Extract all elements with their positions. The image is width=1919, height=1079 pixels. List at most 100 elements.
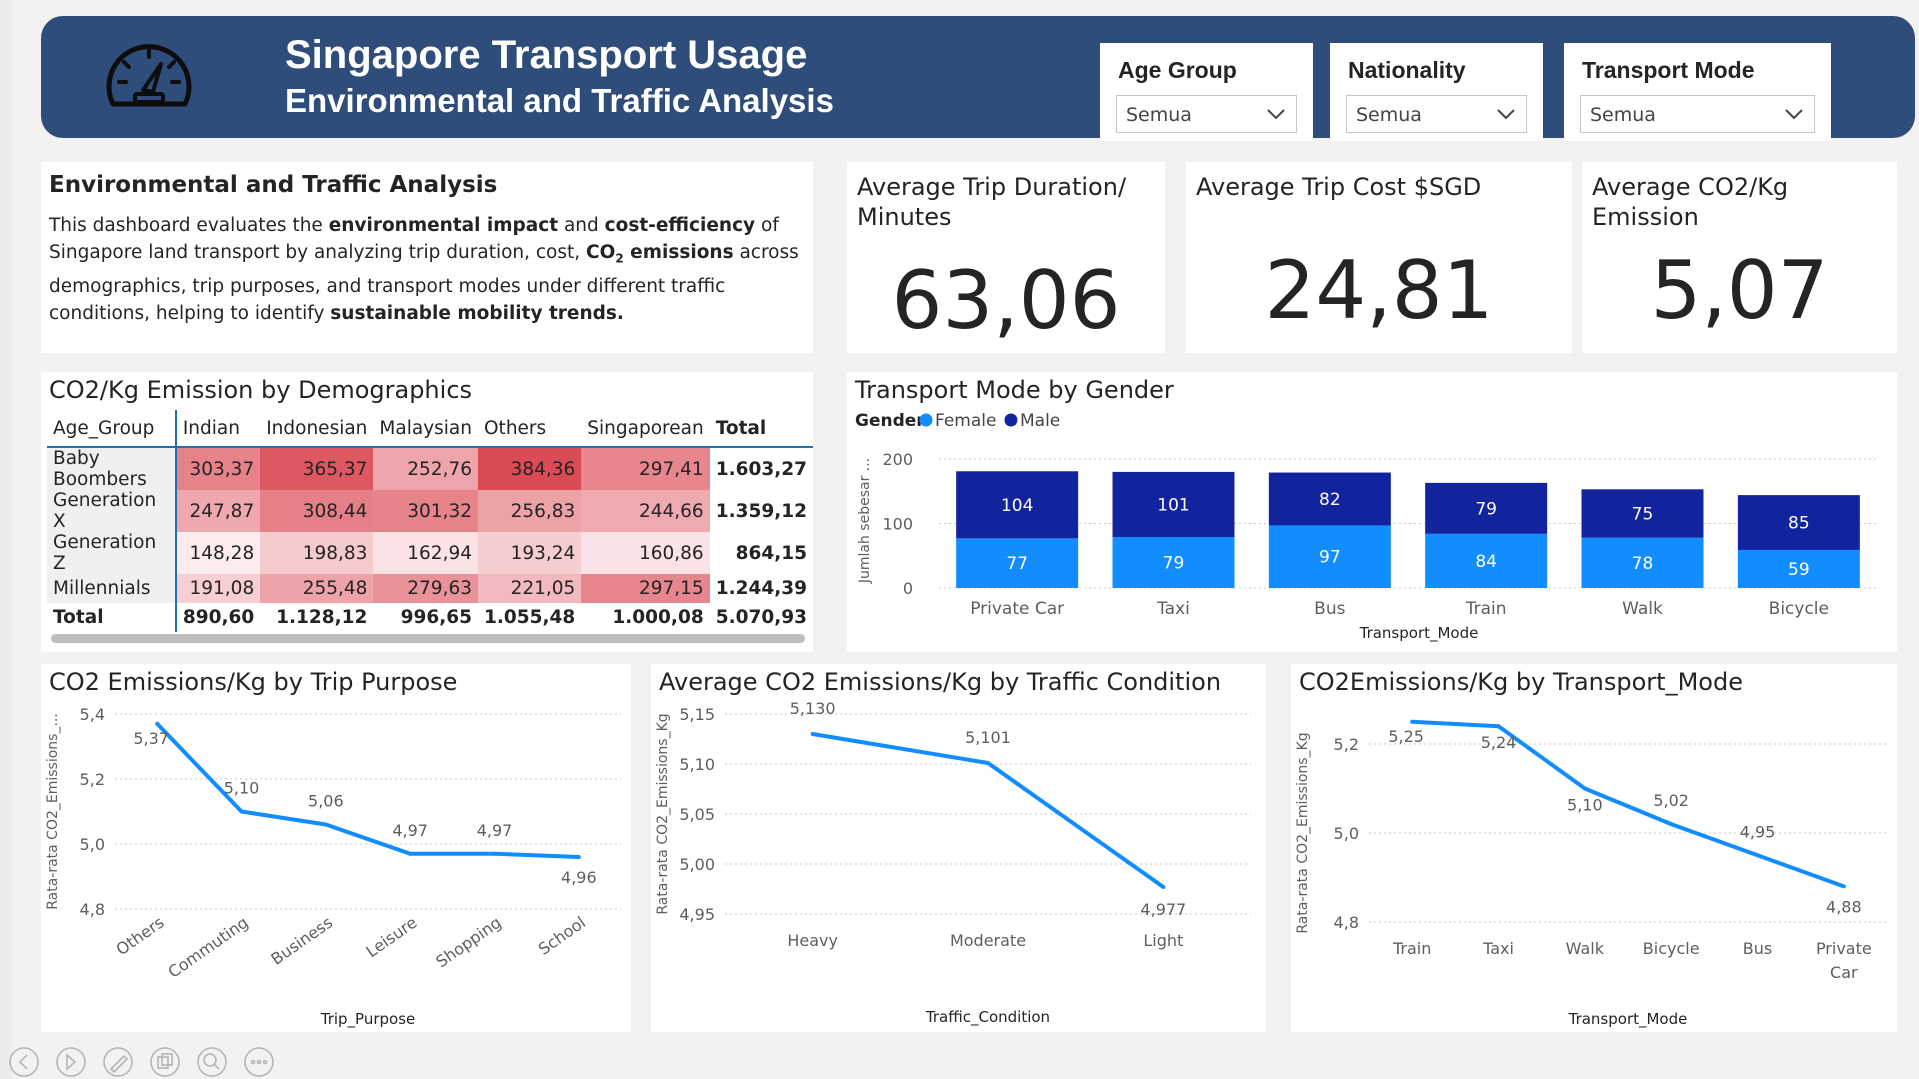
column-total-cell: 1.128,12	[260, 603, 374, 632]
slicer-age-group[interactable]: Age Group Semua	[1100, 43, 1313, 141]
matrix-card: CO2/Kg Emission by Demographics Age_Grou…	[41, 372, 813, 652]
data-label: 4,97	[477, 821, 513, 840]
y-tick-label: 5,15	[679, 705, 715, 724]
column-total-cell: 996,65	[373, 603, 478, 632]
y-axis-label: Rata-rata CO2_Emissions_...	[45, 713, 61, 910]
matrix-cell: 160,86	[581, 532, 710, 574]
x-axis-label: Traffic_Condition	[925, 1008, 1050, 1027]
x-tick-label: Private Car	[970, 599, 1064, 619]
y-tick-label: 4,8	[1334, 913, 1359, 932]
slicer-label: Age Group	[1118, 57, 1237, 83]
back-icon[interactable]	[9, 1047, 39, 1077]
matrix-cell: 148,28	[175, 532, 261, 574]
data-label: 75	[1632, 505, 1654, 525]
legend-marker	[919, 413, 933, 427]
data-label: 78	[1632, 554, 1654, 574]
nationality-dropdown[interactable]: Semua	[1346, 95, 1527, 133]
x-tick-label: Taxi	[1482, 939, 1514, 958]
y-axis-label: Rata-rata CO2_Emissions_Kg	[1295, 732, 1311, 933]
horizontal-scrollbar[interactable]	[51, 634, 805, 643]
age-group-dropdown[interactable]: Semua	[1116, 95, 1297, 133]
transport-mode-chart-card: CO2Emissions/Kg by Transport_Mode 4,8 5,0…	[1291, 664, 1897, 1032]
play-icon[interactable]	[56, 1047, 86, 1077]
matrix-header-row: Age_Group Indian Indonesian Malaysian Ot…	[47, 410, 813, 448]
row-total-cell: 1.359,12	[715, 500, 807, 522]
data-label: 77	[1006, 554, 1028, 574]
y-tick-label: 4,95	[679, 905, 715, 924]
description-card: Environmental and Traffic Analysis This …	[41, 162, 813, 353]
data-label: 5,10	[224, 779, 260, 798]
matrix-cell: 301,32	[373, 490, 478, 532]
data-point	[1582, 786, 1587, 791]
y-tick-label: 5,0	[1334, 824, 1359, 843]
row-total-cell: 1.244,39	[715, 578, 807, 599]
y-tick-label: 5,00	[679, 855, 715, 874]
data-label: 97	[1319, 548, 1341, 568]
matrix-cell: 247,87	[175, 490, 261, 532]
column-header[interactable]: Others	[478, 410, 582, 448]
kpi-value: 5,07	[1650, 244, 1829, 337]
data-label: 5,130	[790, 699, 836, 718]
data-label: 4,95	[1740, 822, 1776, 841]
matrix-cell: 303,37	[175, 447, 261, 490]
column-total-cell: 890,60	[175, 603, 261, 632]
bar-segment	[1425, 533, 1548, 588]
data-point	[986, 761, 990, 765]
column-header[interactable]: Singaporean	[581, 410, 710, 448]
row-header: Baby Boombers	[47, 447, 177, 490]
kpi-card-trip-duration: Average Trip Duration/ Minutes 63,06	[847, 162, 1165, 353]
row-header: Total	[47, 603, 177, 632]
slicer-transport-mode[interactable]: Transport Mode Semua	[1564, 43, 1831, 141]
kpi-value: 24,81	[1264, 244, 1494, 337]
legend-marker	[1004, 413, 1018, 427]
footer-toolbar	[9, 1047, 274, 1077]
more-icon[interactable]	[244, 1047, 274, 1077]
bar-segment	[1112, 537, 1235, 588]
slicer-nationality[interactable]: Nationality Semua	[1330, 43, 1543, 141]
data-label: 4,977	[1140, 900, 1186, 919]
x-tick-label: Train	[1465, 599, 1507, 619]
data-point	[408, 851, 413, 856]
chart-title: Average CO2 Emissions/Kg by Traffic Cond…	[659, 668, 1222, 696]
dropdown-value: Semua	[1590, 104, 1656, 126]
y-tick-label: 5,10	[679, 755, 715, 774]
data-label: 79	[1475, 499, 1497, 519]
transport-mode-dropdown[interactable]: Semua	[1580, 95, 1815, 133]
x-tick-label: Commuting	[164, 913, 251, 982]
column-header[interactable]: Indian	[175, 410, 261, 448]
data-point	[1841, 884, 1846, 889]
y-tick-label: 200	[882, 450, 913, 469]
column-header[interactable]: Total	[709, 410, 813, 448]
data-label: 4,97	[392, 821, 428, 840]
header-banner: Singapore Transport Usage Environmental …	[41, 16, 1915, 141]
y-tick-label: 5,2	[80, 770, 105, 789]
column-total-cell: 1.055,48	[478, 603, 582, 632]
zoom-icon[interactable]	[197, 1047, 227, 1077]
chart-title: CO2Emissions/Kg by Transport_Mode	[1299, 668, 1743, 696]
data-point	[576, 855, 581, 859]
legend-label: Female	[935, 411, 996, 431]
data-point	[1669, 822, 1674, 827]
data-label: 101	[1157, 495, 1189, 515]
copy-icon[interactable]	[150, 1047, 180, 1077]
matrix-cell: 244,66	[581, 490, 710, 532]
line-chart: 4,8 5,0 5,2 5,4 Rata-rata CO2_Emissions_... 5…	[45, 705, 621, 1029]
kpi-card-co2-emission: Average CO2/Kg Emission 5,07	[1582, 162, 1897, 353]
x-tick-label: School	[535, 913, 589, 959]
kpi-card-trip-cost: Average Trip Cost $SGD 24,81	[1186, 162, 1572, 353]
data-label: 5,25	[1388, 727, 1424, 746]
column-header[interactable]: Malaysian	[373, 410, 478, 448]
table-row: Generation X 247,87 308,44 301,32 256,83…	[47, 490, 813, 532]
table-row: Millennials 191,08 255,48 279,63 221,05 …	[47, 574, 813, 603]
x-tick-label: Bus	[1743, 939, 1772, 958]
y-tick-label: 4,8	[80, 900, 105, 919]
kpi-title: Average Trip Cost $SGD	[1196, 173, 1482, 201]
column-header[interactable]: Indonesian	[260, 410, 374, 448]
y-tick-label: 5,4	[80, 705, 105, 724]
x-tick-label: Walk	[1566, 939, 1605, 958]
y-tick-label: 100	[882, 515, 913, 534]
matrix-cell: 256,83	[478, 490, 582, 532]
pen-icon[interactable]	[103, 1047, 133, 1077]
series-line	[1412, 719, 1845, 889]
traffic-chart-card: Average CO2 Emissions/Kg by Traffic Cond…	[651, 664, 1266, 1032]
